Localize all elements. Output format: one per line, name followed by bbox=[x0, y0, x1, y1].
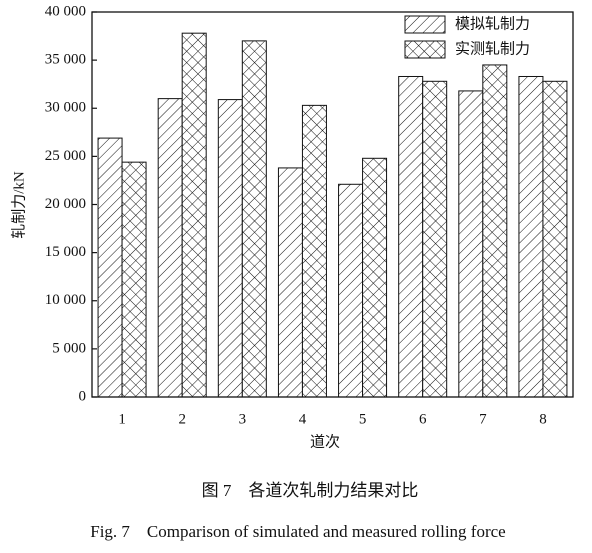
bar bbox=[518, 75, 544, 398]
bar bbox=[217, 99, 243, 398]
x-tick-label: 1 bbox=[118, 411, 126, 427]
bar bbox=[277, 167, 303, 398]
x-axis-label: 道次 bbox=[310, 433, 340, 450]
bar bbox=[542, 80, 568, 398]
bar bbox=[338, 183, 364, 398]
x-tick-label: 3 bbox=[239, 411, 247, 427]
x-tick-label: 6 bbox=[419, 411, 427, 427]
y-tick-label: 20 000 bbox=[45, 196, 86, 212]
x-tick-label: 4 bbox=[299, 411, 307, 427]
bar bbox=[181, 32, 207, 398]
x-tick-label: 7 bbox=[479, 411, 487, 427]
plot-frame bbox=[91, 11, 574, 398]
caption: 图 7 各道次轧制力结果对比 bbox=[202, 481, 419, 500]
x-tick-label: 8 bbox=[539, 411, 547, 427]
legend-swatch bbox=[404, 40, 446, 59]
bar bbox=[422, 80, 448, 398]
bar bbox=[97, 137, 123, 398]
bar bbox=[398, 75, 424, 398]
bar bbox=[362, 157, 388, 398]
bar bbox=[121, 161, 147, 398]
x-tick-label: 5 bbox=[359, 411, 367, 427]
caption: Fig. 7 Comparison of simulated and measu… bbox=[90, 522, 505, 541]
y-axis-label: 轧制力/kN bbox=[10, 171, 27, 239]
bar bbox=[458, 90, 484, 398]
bar bbox=[301, 104, 327, 398]
y-tick-label: 10 000 bbox=[45, 292, 86, 308]
y-tick-label: 15 000 bbox=[45, 244, 86, 260]
legend-label: 模拟轧制力 bbox=[455, 15, 530, 32]
y-tick-label: 5 000 bbox=[52, 340, 86, 356]
legend-label: 实测轧制力 bbox=[455, 40, 530, 57]
bar bbox=[241, 40, 267, 398]
y-tick-label: 25 000 bbox=[45, 148, 86, 164]
y-tick-label: 0 bbox=[79, 388, 87, 404]
y-tick-label: 30 000 bbox=[45, 100, 86, 116]
x-tick-label: 2 bbox=[178, 411, 186, 427]
y-tick-label: 35 000 bbox=[45, 52, 86, 68]
y-tick-label: 40 000 bbox=[45, 3, 86, 19]
legend-swatch bbox=[404, 15, 446, 34]
bar bbox=[157, 98, 183, 398]
bar bbox=[482, 64, 508, 398]
